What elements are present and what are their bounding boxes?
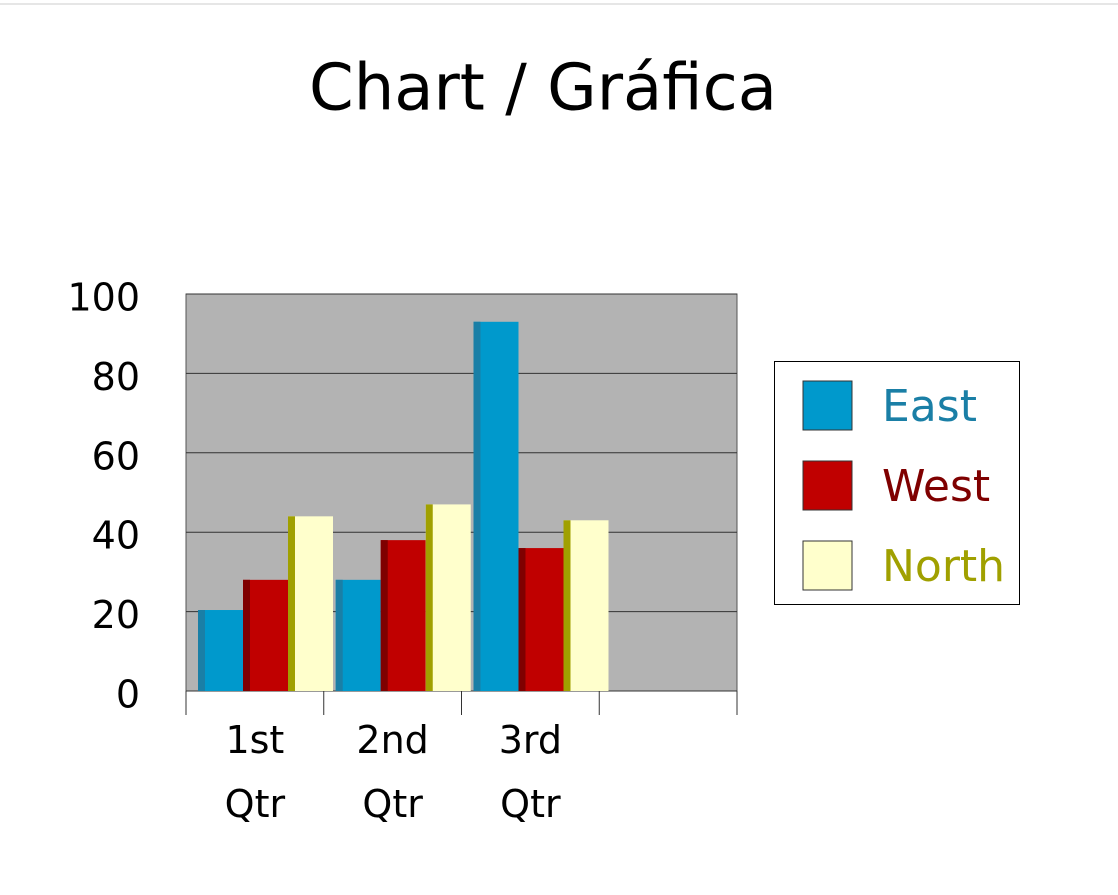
bar	[563, 520, 609, 691]
bar-side	[288, 516, 295, 691]
x-tick-label: 1st Qtr	[225, 718, 286, 826]
y-tick-label: 20	[92, 593, 140, 637]
y-tick-label: 0	[116, 673, 140, 717]
x-tick-label: 3rd Qtr	[499, 718, 562, 826]
bar	[198, 610, 243, 691]
bar	[243, 579, 288, 691]
bar-side	[563, 520, 571, 691]
legend-swatch	[802, 540, 853, 591]
bar-side	[243, 579, 250, 691]
bar	[473, 321, 519, 691]
bar	[288, 516, 333, 691]
y-tick-label: 40	[92, 514, 140, 558]
bar	[518, 548, 564, 691]
legend-label: East	[882, 381, 977, 432]
bar	[335, 579, 381, 691]
bar-side	[380, 540, 388, 691]
legend-swatch	[802, 460, 853, 511]
legend-label: West	[882, 461, 990, 512]
bar-side	[335, 579, 343, 691]
y-tick-label: 80	[92, 355, 140, 399]
y-tick-label: 100	[67, 276, 140, 320]
x-tick-label: 2nd Qtr	[356, 718, 428, 826]
bar-side	[518, 548, 526, 691]
legend-label: North	[882, 541, 1005, 592]
chart-title: Chart / Gráfica	[309, 52, 777, 126]
bar-side	[198, 610, 205, 691]
bar-side	[425, 504, 433, 691]
bar-side	[473, 321, 481, 691]
bar	[425, 504, 471, 691]
legend-swatch	[802, 380, 853, 431]
y-tick-label: 60	[92, 434, 140, 478]
bar	[380, 540, 426, 691]
